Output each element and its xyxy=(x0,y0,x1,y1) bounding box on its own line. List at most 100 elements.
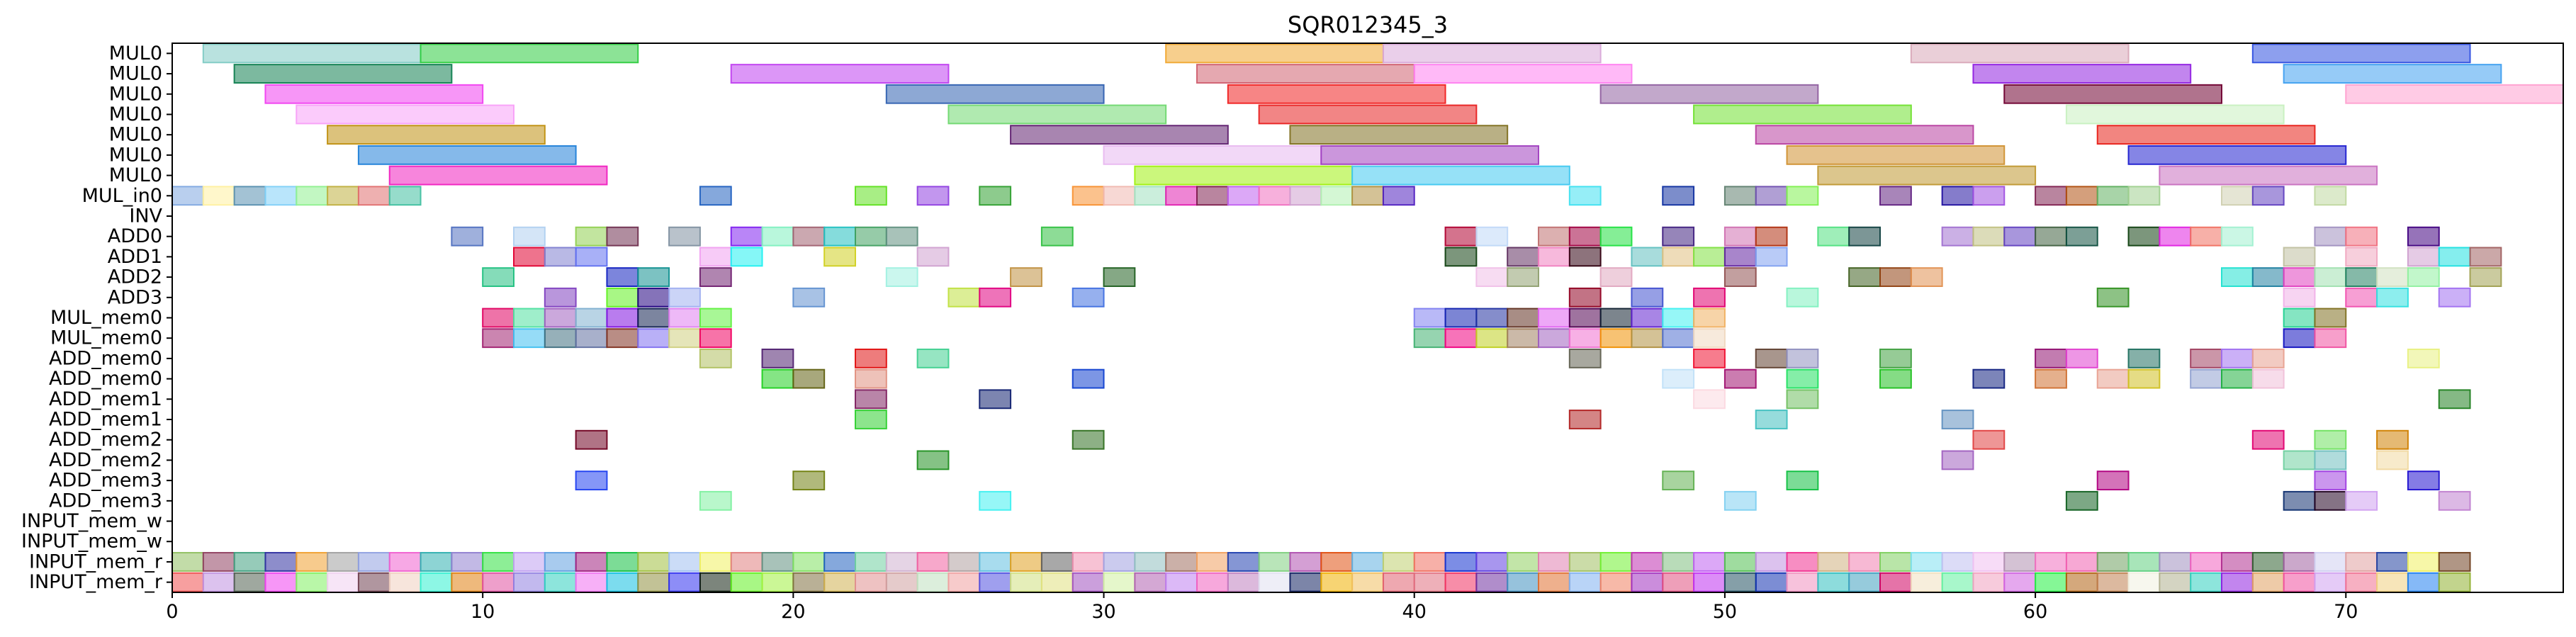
task-bar xyxy=(606,328,639,349)
task-bar xyxy=(2251,552,2285,572)
task-bar xyxy=(2314,470,2347,491)
y-tick-label: ADD_mem3 xyxy=(49,470,162,492)
x-axis: 0 10 20 30 40 50 60 70 xyxy=(166,592,2358,623)
task-bar xyxy=(388,165,608,186)
task-bar xyxy=(1444,552,1478,572)
task-bar xyxy=(2065,348,2098,368)
task-bar xyxy=(575,226,608,247)
x-tick-label: 70 xyxy=(2334,601,2358,623)
task-bar xyxy=(1723,267,1757,288)
task-bar xyxy=(2096,470,2130,491)
task-bar xyxy=(1755,226,1788,247)
task-bar xyxy=(1941,226,1974,247)
task-bar xyxy=(575,328,608,349)
task-bar xyxy=(1072,186,1105,206)
y-tick-label: ADD1 xyxy=(108,246,162,268)
task-bar xyxy=(544,247,577,267)
task-bar xyxy=(2345,226,2378,247)
task-bar xyxy=(1817,226,1850,247)
task-bar xyxy=(1444,328,1478,349)
task-bar xyxy=(2096,552,2130,572)
task-bar xyxy=(544,287,577,308)
task-bar xyxy=(264,572,298,592)
task-bar xyxy=(979,389,1012,410)
task-bar xyxy=(1507,308,1540,328)
task-bar xyxy=(1134,186,1167,206)
task-bar xyxy=(699,308,732,328)
task-bar xyxy=(2221,572,2254,592)
task-bar xyxy=(1848,226,1882,247)
task-bar xyxy=(823,226,856,247)
task-bar xyxy=(202,186,235,206)
y-tick-label: INPUT_mem_r xyxy=(29,551,163,573)
task-bar xyxy=(1103,572,1136,592)
task-bar xyxy=(1103,145,1322,165)
task-bar xyxy=(2345,552,2378,572)
task-bar xyxy=(2283,328,2316,349)
task-bar xyxy=(2283,490,2316,511)
task-bar xyxy=(451,572,484,592)
task-bar xyxy=(855,368,887,389)
task-bar xyxy=(2251,267,2285,288)
y-tick-label: ADD0 xyxy=(108,225,162,247)
task-bar xyxy=(2221,186,2254,206)
y-tick-label: ADD_mem3 xyxy=(49,490,162,512)
task-bar xyxy=(1723,368,1757,389)
task-bar xyxy=(513,226,546,247)
task-bar xyxy=(606,267,639,288)
task-bar xyxy=(1382,552,1415,572)
task-bar xyxy=(1631,572,1664,592)
task-bar xyxy=(792,226,826,247)
task-bar xyxy=(513,247,546,267)
task-bar xyxy=(2314,572,2347,592)
y-axis-labels: MUL0MUL0MUL0MUL0MUL0MUL0MUL0MUL_in0INVAD… xyxy=(21,43,172,593)
task-bar xyxy=(1662,470,1695,491)
task-bar xyxy=(885,226,918,247)
y-tick-label: ADD_mem2 xyxy=(49,449,162,471)
task-bar xyxy=(1413,308,1446,328)
y-tick-label: ADD_mem1 xyxy=(49,409,162,431)
task-bar xyxy=(482,328,515,349)
task-bar xyxy=(1848,572,1882,592)
task-bar xyxy=(699,572,732,592)
task-bar xyxy=(1693,389,1726,410)
task-bar xyxy=(1568,186,1602,206)
task-bar xyxy=(388,572,422,592)
task-bar xyxy=(1879,572,1912,592)
task-bar xyxy=(885,552,918,572)
task-bar xyxy=(699,490,732,511)
task-bar xyxy=(1662,328,1695,349)
task-bar xyxy=(1538,247,1570,267)
task-bar xyxy=(2283,287,2316,308)
task-bar xyxy=(2283,64,2502,84)
task-bar xyxy=(2376,429,2409,450)
task-bar xyxy=(2127,145,2347,165)
task-bar xyxy=(1941,572,1974,592)
task-bar xyxy=(699,552,732,572)
task-bar xyxy=(792,572,826,592)
task-bar xyxy=(2251,368,2285,389)
task-bar xyxy=(1382,572,1415,592)
y-tick-label: ADD_mem2 xyxy=(49,429,162,451)
task-bar xyxy=(1040,572,1074,592)
task-bar xyxy=(357,186,390,206)
task-bar xyxy=(855,389,887,410)
task-bar xyxy=(2345,84,2564,104)
task-bar xyxy=(2127,572,2161,592)
task-bar xyxy=(264,186,298,206)
task-bar xyxy=(2065,226,2098,247)
task-bar xyxy=(668,287,701,308)
task-bar xyxy=(544,572,577,592)
y-tick-label: ADD3 xyxy=(108,286,162,308)
x-tick-label: 50 xyxy=(1713,601,1737,623)
task-bar xyxy=(2221,552,2254,572)
task-bar xyxy=(699,348,732,368)
task-bar xyxy=(1568,287,1602,308)
y-tick-label: INPUT_mem_w xyxy=(21,531,162,553)
task-bar xyxy=(2407,552,2440,572)
task-bar xyxy=(1475,572,1509,592)
task-bar xyxy=(1693,247,1726,267)
task-bar xyxy=(357,552,390,572)
task-bar xyxy=(388,552,422,572)
task-bar xyxy=(1507,328,1540,349)
